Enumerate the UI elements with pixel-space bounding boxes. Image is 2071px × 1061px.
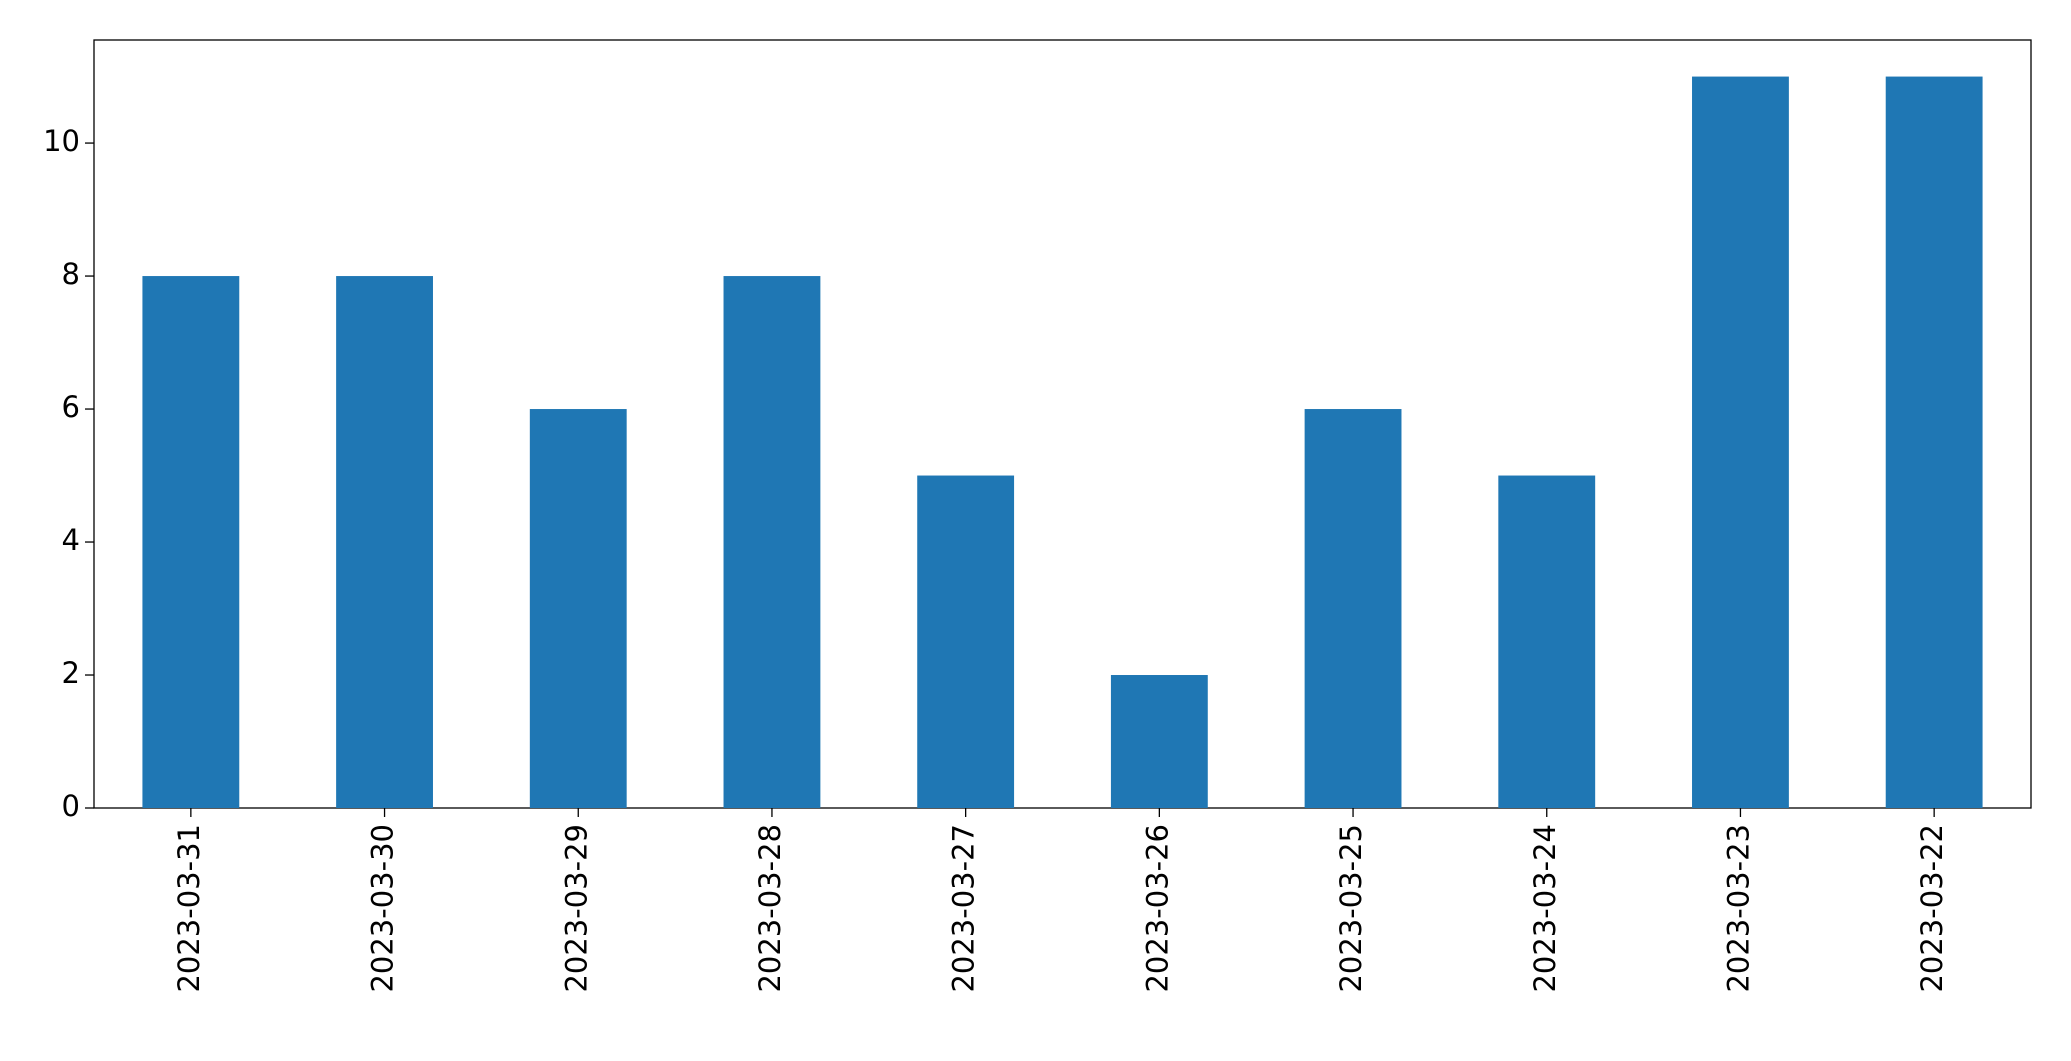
bar — [1110, 675, 1208, 808]
axes-frame — [93, 39, 2032, 809]
x-tick-label: 2023-03-23 — [1721, 824, 1755, 993]
bar — [142, 276, 240, 808]
x-tick-label: 2023-03-29 — [559, 824, 593, 993]
x-tick-label: 2023-03-30 — [366, 824, 400, 993]
x-tick-label: 2023-03-31 — [172, 824, 206, 993]
bar — [336, 276, 433, 808]
bar — [1304, 409, 1402, 808]
bar — [1885, 76, 1983, 809]
y-tick-label: 8 — [62, 257, 80, 291]
x-tick-label: 2023-03-26 — [1140, 824, 1174, 993]
x-tick-label: 2023-03-27 — [947, 824, 981, 993]
x-tick-label: 2023-03-28 — [753, 824, 787, 993]
x-tick-label: 2023-03-24 — [1528, 824, 1562, 993]
x-tick-label: 2023-03-25 — [1334, 824, 1368, 993]
bar — [1498, 475, 1596, 808]
y-tick-label: 4 — [62, 523, 80, 557]
y-tick-label: 10 — [43, 124, 80, 158]
bar — [723, 276, 821, 808]
bar — [529, 409, 627, 808]
bar — [1692, 76, 1789, 809]
y-tick-label: 2 — [62, 656, 80, 690]
y-tick-label: 0 — [62, 789, 80, 823]
x-tick-label: 2023-03-22 — [1915, 824, 1949, 993]
y-tick-label: 6 — [62, 390, 80, 424]
bar — [917, 475, 1015, 808]
